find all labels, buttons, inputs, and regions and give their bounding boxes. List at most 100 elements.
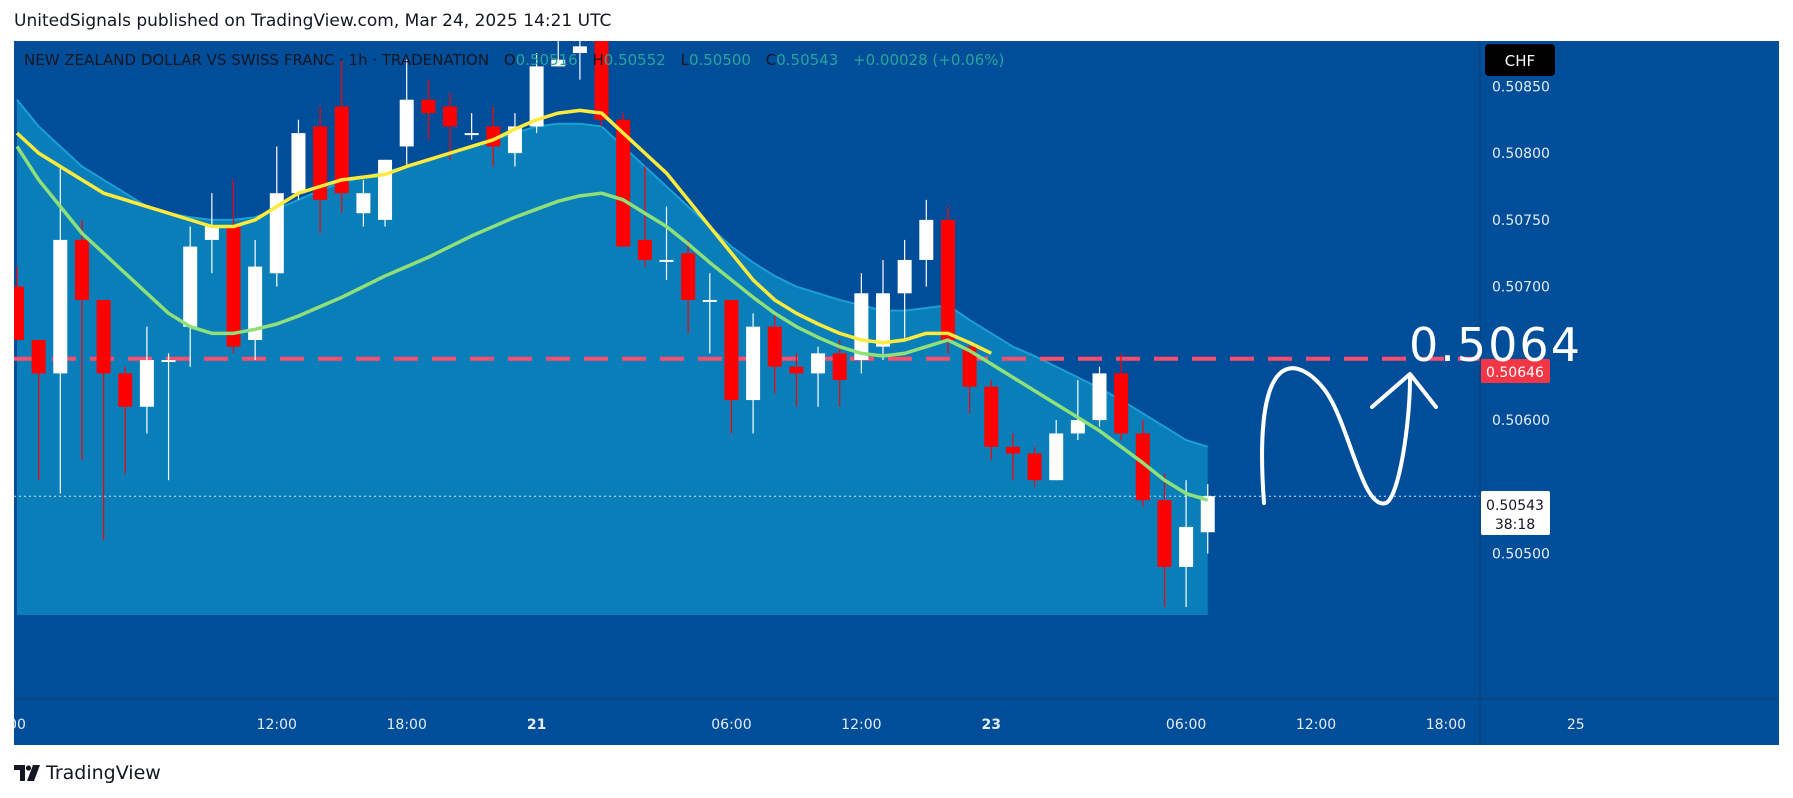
candle-body: [226, 226, 241, 347]
candle-body: [1179, 526, 1194, 567]
y-tick-label: 0.50700: [1492, 280, 1550, 296]
band-area: [17, 99, 1208, 616]
x-tick-label: 18:00: [1426, 717, 1466, 733]
candle-body: [118, 373, 133, 407]
candle-body: [681, 253, 696, 300]
candle-body: [659, 259, 674, 262]
x-tick-label: 06:00: [1166, 717, 1206, 733]
c-value: 0.50543: [776, 51, 838, 69]
candle-body: [940, 219, 955, 341]
candle-body: [53, 239, 68, 374]
candle-body: [1049, 433, 1064, 481]
candle-body: [139, 360, 154, 407]
candle-body: [811, 353, 826, 374]
candle-body: [572, 46, 587, 54]
x-tick-label: 12:00: [257, 717, 297, 733]
level-price-badge-label: 0.50646: [1486, 365, 1544, 381]
candle-body: [1114, 373, 1129, 434]
candle-body: [269, 193, 284, 274]
candle-body: [1070, 420, 1085, 434]
candle-body: [248, 266, 263, 341]
candle-body: [876, 293, 890, 347]
band-layer: [16, 99, 1209, 616]
published-line: UnitedSignals published on TradingView.c…: [14, 11, 612, 31]
candle-body: [919, 219, 934, 260]
x-tick-label: 06:00: [711, 717, 751, 733]
candle-body: [161, 360, 176, 363]
candle-body: [1157, 500, 1172, 567]
ema-fast-line: [15, 108, 993, 355]
candle-body: [14, 286, 24, 341]
l-value: 0.50500: [689, 51, 751, 69]
candle-body: [551, 59, 566, 67]
candle-body: [313, 126, 328, 200]
target-text: 0.5064: [1409, 318, 1582, 372]
projection-arrowhead: [1370, 372, 1438, 409]
candle-body: [421, 99, 436, 114]
price-chart[interactable]: 0.50850 0.50800 0.50750 0.50700 0.50600 0.505…: [14, 41, 1779, 745]
x-tick-label: 23: [982, 717, 1001, 733]
x-tick-label: 18:00: [387, 717, 427, 733]
candle-body: [96, 299, 111, 374]
candle-body: [1092, 373, 1107, 421]
candle-body: [616, 119, 631, 247]
candle-layer: [14, 41, 1215, 607]
candle-body: [637, 239, 652, 260]
x-tick-label: 21: [527, 717, 546, 733]
candle-body: [529, 66, 544, 127]
candle-body: [183, 246, 198, 327]
x-tick-label: 12:00: [1296, 717, 1336, 733]
candle-body: [832, 353, 847, 381]
y-tick-label: 0.50800: [1492, 146, 1550, 162]
tradingview-brand[interactable]: TradingView: [14, 760, 161, 786]
candle-body: [767, 326, 782, 367]
candle-body: [443, 106, 457, 127]
tradingview-brand-label: TradingView: [46, 762, 161, 784]
candle-body: [854, 293, 869, 361]
candle-body: [594, 41, 609, 120]
countdown-label: 38:18: [1495, 517, 1535, 533]
legend-symbol: NEW ZEALAND DOLLAR VS SWISS FRANC · 1h ·…: [24, 51, 1004, 69]
c-label: C: [766, 51, 776, 69]
ema-slow-line: [15, 145, 1209, 502]
candle-body: [291, 133, 306, 194]
chart-frame[interactable]: 0.50850 0.50800 0.50750 0.50700 0.50600 0.505…: [14, 41, 1779, 745]
candle-body: [702, 299, 717, 302]
h-value: 0.50552: [604, 51, 666, 69]
candle-body: [1027, 453, 1042, 481]
l-label: L: [681, 51, 690, 69]
candle-body: [1200, 496, 1215, 533]
currency-badge-label: CHF: [1505, 52, 1535, 70]
band-upper-line: [16, 99, 1209, 448]
candle-body: [378, 159, 393, 220]
candle-body: [746, 326, 761, 401]
last-price-label: 0.50543: [1486, 498, 1544, 514]
candle-body: [724, 299, 739, 401]
candle-body: [464, 133, 479, 136]
candle-body: [507, 126, 522, 154]
x-tick-label: 12:00: [841, 717, 881, 733]
o-label: O: [504, 51, 516, 69]
price-axis: 0.50850 0.50800 0.50750 0.50700 0.50600 0.505…: [1492, 79, 1550, 562]
o-value: 0.50516: [516, 51, 578, 69]
y-tick-label: 0.50750: [1492, 213, 1550, 229]
currency-badge: [1485, 44, 1555, 76]
candle-body: [1005, 446, 1020, 454]
candle-body: [399, 99, 414, 147]
symbol-line: NEW ZEALAND DOLLAR VS SWISS FRANC · 1h ·…: [24, 51, 489, 69]
x-tick-label: 00: [14, 717, 26, 733]
time-axis: 00 12:00 18:00 21 06:00 12:00 23 06:00 12:00 18:0…: [14, 717, 1585, 733]
candle-body: [334, 106, 349, 194]
x-tick-label: 25: [1567, 717, 1585, 733]
candle-body: [74, 239, 89, 300]
tradingview-logo-icon: [14, 765, 40, 781]
candle-body: [897, 259, 912, 294]
change-value: +0.00028 (+0.06%): [853, 51, 1004, 69]
level-price-badge: [1481, 359, 1550, 383]
h-label: H: [592, 51, 603, 69]
y-tick-label: 0.50500: [1492, 547, 1550, 563]
candle-body: [962, 346, 977, 387]
candle-body: [789, 366, 804, 374]
last-price-badge: [1481, 491, 1550, 535]
candle-body: [1135, 433, 1150, 501]
